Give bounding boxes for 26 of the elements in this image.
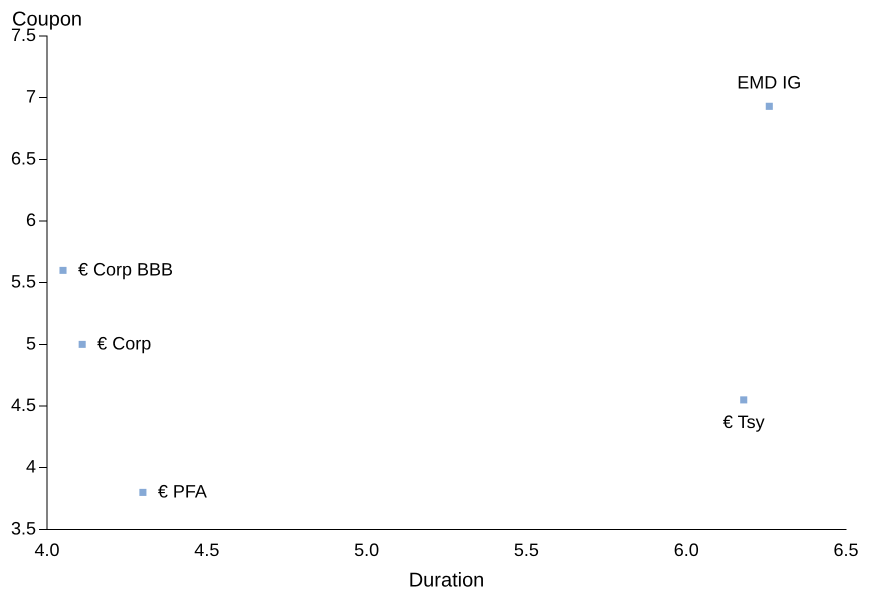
annotation: € Corp BBB	[78, 259, 174, 280]
x-tick-label: 6.5	[833, 540, 859, 560]
y-tick-label: 7.5	[10, 24, 36, 45]
y-tick-label: 7	[26, 86, 36, 107]
y-tick-label: 4.5	[10, 395, 36, 416]
annotation: EMD IG	[737, 72, 802, 92]
annotation: € Tsy	[722, 412, 765, 432]
x-tick-label: 5.5	[514, 540, 539, 560]
y-tick-label: 4	[26, 456, 36, 477]
y-tick-label: 6.5	[10, 148, 36, 168]
point	[78, 340, 86, 348]
x-tick-label: 4.5	[194, 540, 220, 560]
x-tick-label: 6.0	[674, 540, 699, 560]
annotation: € Corp	[97, 333, 152, 354]
y-tick-label: 5.5	[10, 272, 36, 292]
y-tick-label: 5	[26, 333, 36, 354]
y-tick-label: 6	[26, 210, 36, 230]
x-axis-title: Duration	[408, 570, 484, 592]
annotation: € PFA	[158, 481, 207, 502]
y-tick-label: 3.5	[10, 518, 36, 538]
x-tick-label: 4.0	[34, 540, 60, 560]
point	[740, 396, 748, 404]
point	[59, 266, 67, 274]
x-tick-label: 5.0	[354, 540, 380, 560]
point	[139, 488, 146, 496]
point	[766, 102, 773, 110]
